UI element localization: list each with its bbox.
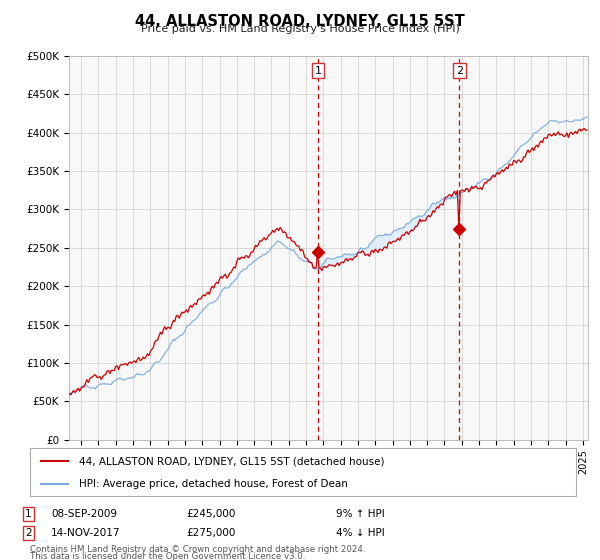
Text: 9% ↑ HPI: 9% ↑ HPI (336, 509, 385, 519)
Text: 2: 2 (25, 528, 32, 538)
Text: Price paid vs. HM Land Registry's House Price Index (HPI): Price paid vs. HM Land Registry's House … (140, 24, 460, 34)
Text: 1: 1 (25, 509, 32, 519)
Text: 2: 2 (456, 66, 463, 76)
Text: £275,000: £275,000 (186, 528, 235, 538)
Text: HPI: Average price, detached house, Forest of Dean: HPI: Average price, detached house, Fore… (79, 479, 348, 489)
Text: Contains HM Land Registry data © Crown copyright and database right 2024.: Contains HM Land Registry data © Crown c… (30, 545, 365, 554)
Text: This data is licensed under the Open Government Licence v3.0.: This data is licensed under the Open Gov… (30, 552, 305, 560)
FancyBboxPatch shape (30, 448, 576, 496)
Text: £245,000: £245,000 (186, 509, 235, 519)
Text: 4% ↓ HPI: 4% ↓ HPI (336, 528, 385, 538)
Text: 44, ALLASTON ROAD, LYDNEY, GL15 5ST: 44, ALLASTON ROAD, LYDNEY, GL15 5ST (135, 14, 465, 29)
Text: 14-NOV-2017: 14-NOV-2017 (51, 528, 121, 538)
Text: 1: 1 (314, 66, 322, 76)
Text: 08-SEP-2009: 08-SEP-2009 (51, 509, 117, 519)
Text: 44, ALLASTON ROAD, LYDNEY, GL15 5ST (detached house): 44, ALLASTON ROAD, LYDNEY, GL15 5ST (det… (79, 456, 385, 466)
